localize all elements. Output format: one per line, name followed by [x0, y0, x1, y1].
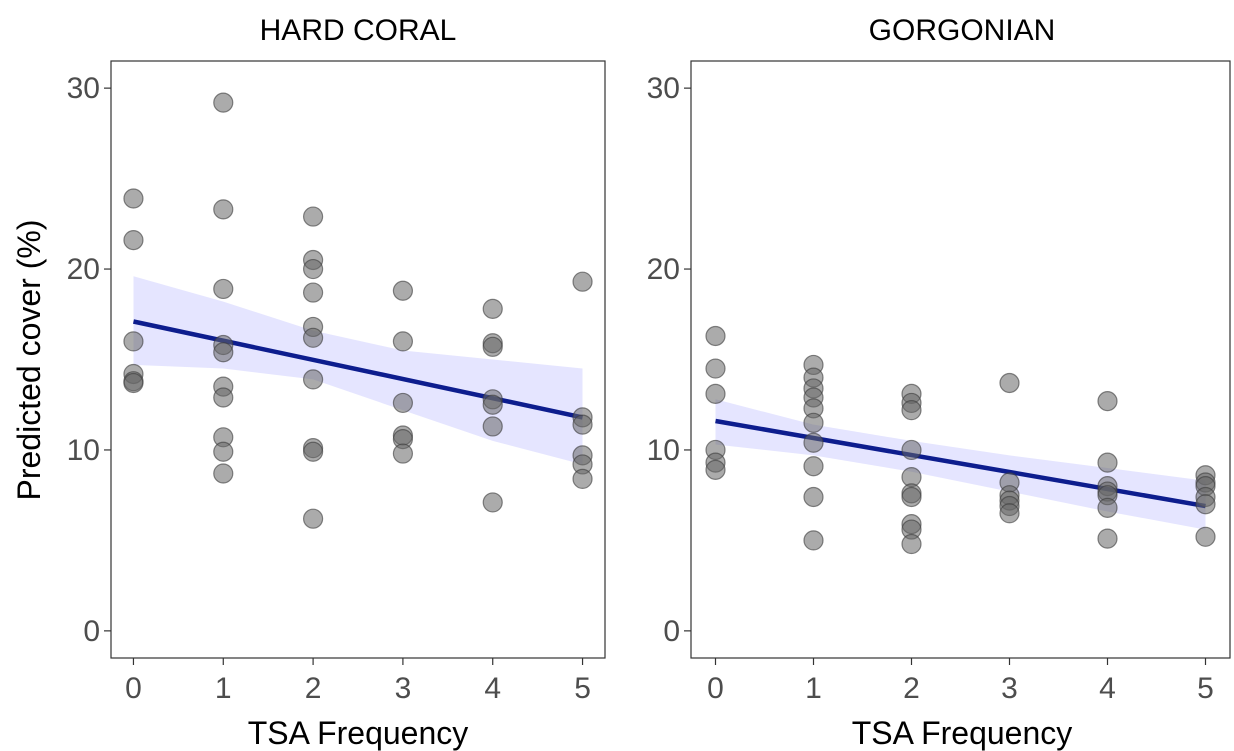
data-point — [901, 439, 922, 461]
y-tick-label: 0 — [663, 615, 680, 648]
y-tick-label: 20 — [647, 253, 680, 286]
plot-frame-hard-coral — [110, 60, 606, 659]
plot-frame-gorgonian — [690, 60, 1231, 659]
data-point — [705, 325, 726, 347]
y-tick-label: 30 — [647, 72, 680, 105]
x-tick-label: 5 — [574, 672, 591, 705]
x-tick-label: 2 — [903, 672, 920, 705]
data-point — [302, 508, 324, 529]
data-point — [1097, 452, 1118, 473]
data-point — [572, 271, 593, 292]
data-point — [705, 358, 726, 379]
data-point — [482, 298, 503, 319]
data-point — [302, 282, 324, 303]
x-tick-label: 3 — [395, 672, 412, 705]
panel-gorgonian: GORGONIAN 0 1 2 3 4 5 0 10 20 30 TSA Frequency — [647, 14, 1231, 751]
data-point — [213, 463, 234, 484]
x-tick-label: 1 — [805, 672, 822, 705]
data-point — [1097, 391, 1118, 412]
y-tick-label: 0 — [83, 615, 100, 648]
data-point — [803, 486, 824, 508]
data-point — [392, 331, 414, 352]
data-point — [482, 416, 503, 437]
data-point — [1195, 494, 1216, 515]
data-point — [213, 199, 234, 220]
data-point — [572, 414, 593, 435]
data-point — [392, 392, 414, 414]
data-point — [213, 342, 234, 363]
data-point — [213, 92, 234, 113]
data-point — [123, 331, 144, 352]
y-axis-title: Predicted cover (%) — [11, 220, 47, 501]
trend-line — [715, 418, 1206, 509]
data-point — [705, 383, 726, 404]
trend-line — [132, 319, 584, 420]
data-point — [302, 327, 324, 348]
x-tick-label: 2 — [305, 672, 322, 705]
data-point — [123, 230, 144, 251]
data-point — [803, 530, 824, 551]
data-point — [392, 443, 414, 464]
data-point — [123, 372, 144, 394]
data-point — [392, 280, 414, 301]
x-tick-label: 0 — [707, 672, 724, 705]
data-point — [999, 372, 1020, 394]
data-point — [1195, 526, 1216, 547]
data-point — [999, 503, 1020, 524]
data-point — [572, 468, 593, 489]
data-point — [302, 441, 324, 462]
data-point — [213, 278, 234, 300]
data-point — [302, 369, 324, 390]
panel-hard-coral: HARD CORAL 0 1 2 3 4 5 0 10 20 30 TSA Frequency — [67, 14, 606, 751]
data-point — [482, 336, 503, 357]
panel-title-gorgonian: GORGONIAN — [869, 14, 1056, 47]
y-tick-label: 10 — [67, 434, 100, 467]
data-point — [803, 456, 824, 477]
x-tick-label: 5 — [1197, 672, 1214, 705]
data-point — [901, 533, 922, 555]
data-point — [901, 400, 922, 421]
x-tick-label: 4 — [1099, 672, 1116, 705]
panel-title-hard-coral: HARD CORAL — [260, 14, 457, 47]
x-tick-label: 0 — [125, 672, 142, 705]
data-point — [482, 492, 503, 513]
data-point — [1097, 528, 1118, 549]
x-tick-label: 3 — [1001, 672, 1018, 705]
data-point — [213, 441, 234, 462]
data-point — [1097, 497, 1118, 518]
data-point — [302, 206, 324, 227]
data-point — [705, 459, 726, 480]
data-point — [482, 394, 503, 415]
data-point — [123, 188, 144, 209]
data-point — [213, 387, 234, 408]
data-point — [803, 412, 824, 433]
data-point — [302, 258, 324, 280]
data-point — [901, 486, 922, 508]
y-tick-label: 30 — [67, 72, 100, 105]
y-tick-label: 20 — [67, 253, 100, 286]
y-tick-label: 10 — [647, 434, 680, 467]
x-axis-title-gorgonian: TSA Frequency — [852, 715, 1073, 751]
x-tick-label: 4 — [484, 672, 501, 705]
x-axis-title-hard-coral: TSA Frequency — [248, 715, 469, 751]
x-tick-label: 1 — [215, 672, 232, 705]
data-point — [803, 432, 824, 453]
